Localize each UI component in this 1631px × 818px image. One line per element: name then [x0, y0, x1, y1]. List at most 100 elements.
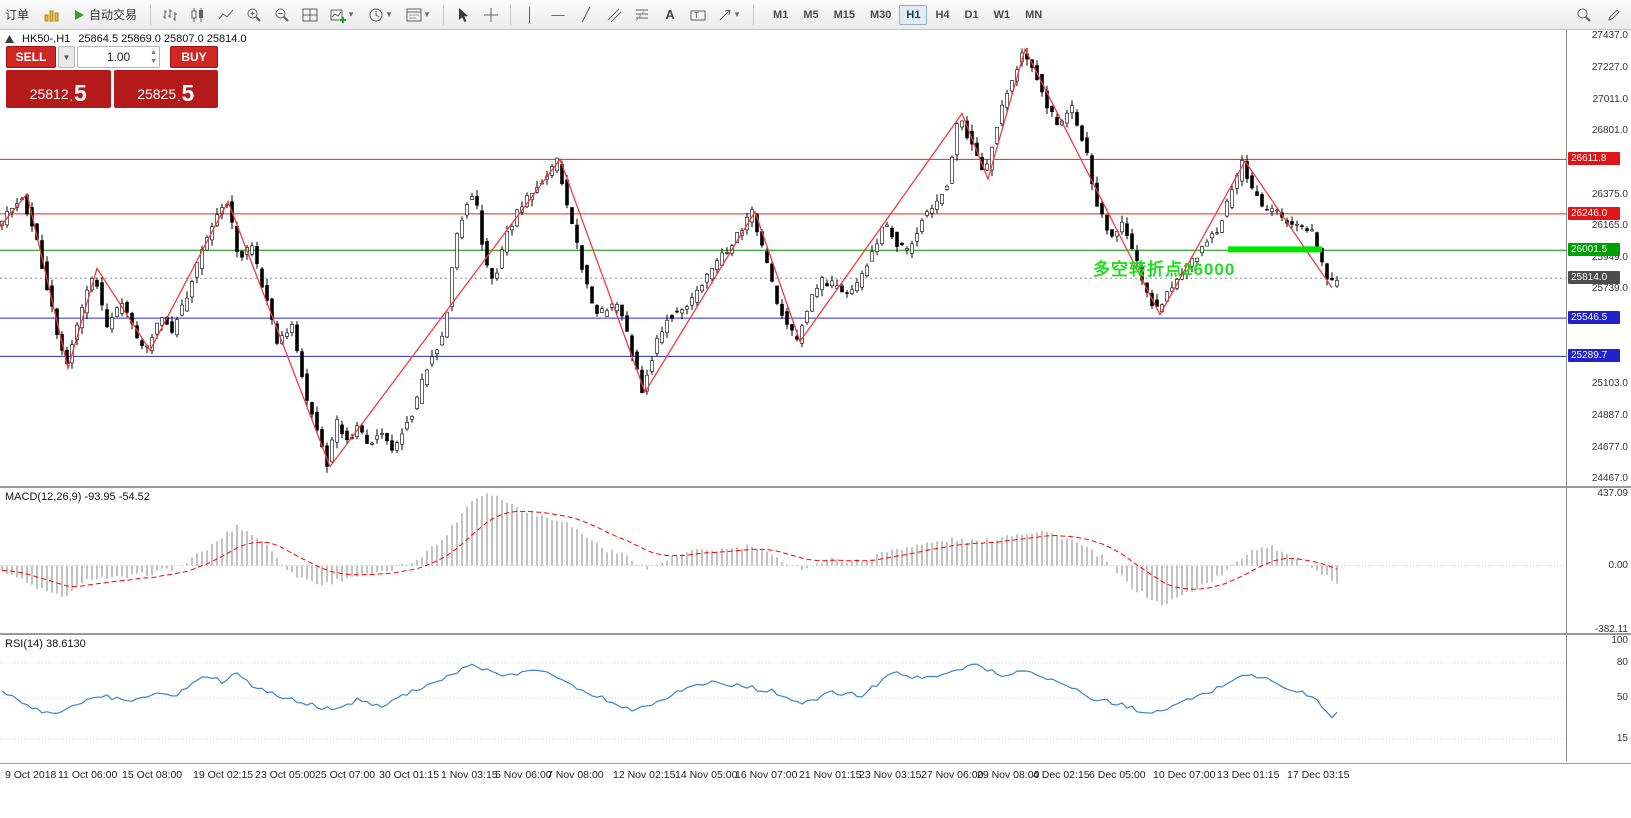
timeframe-m30[interactable]: M30	[863, 5, 898, 25]
cursor-icon[interactable]	[450, 3, 476, 27]
time-axis-label: 10 Dec 07:00	[1153, 769, 1216, 781]
toolbar-separator	[150, 4, 152, 25]
price-tick: 25103.0	[1591, 378, 1628, 389]
time-axis-label: 11 Oct 06:00	[58, 769, 118, 781]
candlestick-icon[interactable]	[185, 3, 211, 27]
chart-title: HK50-,H1 25864.5 25869.0 25807.0 25814.0	[5, 33, 247, 45]
toolbar-separator	[753, 4, 755, 25]
time-axis-label: 12 Nov 02:15	[613, 769, 676, 781]
price-tick: 27011.0	[1592, 94, 1628, 105]
macd-tick: 0.00	[1608, 560, 1628, 571]
toolbar-separator	[510, 4, 512, 25]
time-axis-label: 4 Dec 02:15	[1033, 769, 1090, 781]
chevron-down-icon: ▾	[348, 9, 354, 19]
price-tick: 26165.0	[1591, 220, 1628, 231]
price-level-badge: 26246.0	[1568, 207, 1620, 220]
macd-tick: -382.11	[1594, 624, 1628, 635]
volume-dropdown-button[interactable]: ▼	[58, 46, 75, 68]
vertical-line-icon[interactable]: │	[517, 3, 543, 27]
volume-stepper[interactable]: ▲ ▼	[150, 49, 157, 65]
new-order-label: 订单	[5, 8, 30, 22]
label-icon[interactable]: T	[685, 3, 711, 27]
template-icon[interactable]: ▾	[401, 3, 437, 27]
timeframe-d1[interactable]: D1	[958, 5, 986, 25]
buy-button[interactable]: BUY	[170, 46, 218, 68]
price-level-badge: 26001.5	[1568, 243, 1620, 256]
time-axis-label: 27 Nov 06:00	[921, 769, 984, 781]
timeframe-m1[interactable]: M1	[766, 5, 795, 25]
trendline-icon[interactable]: ╱	[573, 3, 599, 27]
price-plot[interactable]	[0, 30, 1566, 486]
price-tick: 26375.0	[1591, 189, 1628, 200]
macd-tick: 437.09	[1597, 488, 1628, 499]
rsi-axis[interactable]: 100 80 50 15	[1566, 635, 1631, 761]
bar-chart-icon[interactable]	[157, 3, 183, 27]
crosshair-icon[interactable]	[478, 3, 504, 27]
time-axis[interactable]: 9 Oct 2018 11 Oct 06:00 15 Oct 08:00 19 Oct…	[0, 763, 1631, 789]
zoom-in-icon[interactable]	[241, 3, 267, 27]
timeframe-w1[interactable]: W1	[987, 5, 1018, 25]
panel-divider[interactable]	[0, 486, 1631, 488]
autotrade-label: 自动交易	[89, 8, 138, 22]
time-axis-label: 15 Oct 08:00	[122, 769, 183, 781]
time-axis-label: 30 Oct 01:15	[379, 769, 440, 781]
arrows-icon[interactable]: ▾	[713, 3, 747, 27]
macd-axis[interactable]: 437.09 0.00 -382.11	[1566, 488, 1631, 635]
price-tick: 26801.0	[1591, 125, 1628, 136]
svg-text:T: T	[694, 11, 699, 20]
time-axis-label: 19 Oct 02:15	[193, 769, 254, 781]
channel-icon[interactable]	[601, 3, 627, 27]
time-axis-label: 25 Oct 07:00	[315, 769, 376, 781]
time-axis-label: 9 Oct 2018	[5, 769, 57, 781]
volume-field[interactable]: 1.00 ▲ ▼	[77, 46, 160, 68]
chevron-down-icon: ▾	[424, 9, 430, 19]
new-chart-icon[interactable]: ▾	[325, 3, 361, 27]
rsi-tick: 15	[1616, 733, 1628, 744]
periods-clock-icon[interactable]: ▾	[363, 3, 399, 27]
timeframe-m15[interactable]: M15	[827, 5, 862, 25]
fibonacci-icon[interactable]	[629, 3, 655, 27]
charts-icon[interactable]	[38, 3, 64, 27]
search-icon[interactable]	[1571, 3, 1597, 27]
volume-value: 1.00	[106, 50, 131, 64]
chevron-down-icon: ▾	[386, 9, 392, 19]
price-tick: 27437.0	[1591, 30, 1628, 41]
symbol-period-label: HK50-,H1	[22, 33, 71, 45]
horizontal-line-icon[interactable]: —	[545, 3, 571, 27]
time-axis-label: 5 Nov 06:00	[495, 769, 552, 781]
timeframe-buttons: M1 M5 M15 M30 H1 H4 D1 W1 MN	[766, 4, 1049, 25]
time-axis-label: 29 Nov 08:00	[977, 769, 1040, 781]
time-axis-label: 13 Dec 01:15	[1217, 769, 1280, 781]
buy-price[interactable]: 25825. 5	[113, 70, 218, 108]
time-axis-label: 23 Oct 05:00	[255, 769, 316, 781]
sell-price[interactable]: 25812. 5	[6, 70, 111, 108]
macd-title: MACD(12,26,9) -93.95 -54.52	[5, 491, 150, 503]
zoom-out-icon[interactable]	[269, 3, 295, 27]
time-axis-label: 7 Nov 08:00	[547, 769, 604, 781]
timeframe-h4[interactable]: H4	[928, 5, 956, 25]
ohlc-values: 25864.5 25869.0 25807.0 25814.0	[78, 33, 247, 45]
timeframe-h1[interactable]: H1	[899, 4, 928, 25]
price-tick: 24467.0	[1591, 473, 1628, 484]
line-chart-icon[interactable]	[213, 3, 239, 27]
timeframe-mn[interactable]: MN	[1018, 5, 1049, 25]
rsi-plot[interactable]	[0, 635, 1566, 761]
tile-windows-icon[interactable]	[297, 3, 323, 27]
current-price-badge: 25814.0	[1568, 271, 1620, 284]
collapse-triangle-icon[interactable]	[5, 35, 14, 43]
price-tick: 24677.0	[1591, 442, 1628, 453]
time-axis-label: 6 Dec 05:00	[1089, 769, 1146, 781]
rsi-panel: 100 80 50 15 RSI(14) 38.6130	[0, 635, 1631, 761]
new-order-button[interactable]: 订单	[0, 3, 36, 27]
price-axis[interactable]: 27437.0 27227.0 27011.0 26801.0 26375.0 26165…	[1566, 30, 1631, 486]
timeframe-m5[interactable]: M5	[796, 5, 825, 25]
sell-button[interactable]: SELL	[6, 46, 56, 68]
autotrade-button[interactable]: 自动交易	[66, 3, 144, 27]
pencil-icon[interactable]	[1601, 3, 1627, 27]
time-axis-label: 23 Nov 03:15	[859, 769, 922, 781]
panel-divider[interactable]	[0, 633, 1631, 635]
rsi-title: RSI(14) 38.6130	[5, 638, 86, 650]
text-icon[interactable]: A	[657, 3, 683, 27]
one-click-trading-panel: SELL ▼ 1.00 ▲ ▼ BUY 25812. 5 25825. 5	[6, 46, 218, 108]
macd-plot[interactable]	[0, 488, 1566, 633]
